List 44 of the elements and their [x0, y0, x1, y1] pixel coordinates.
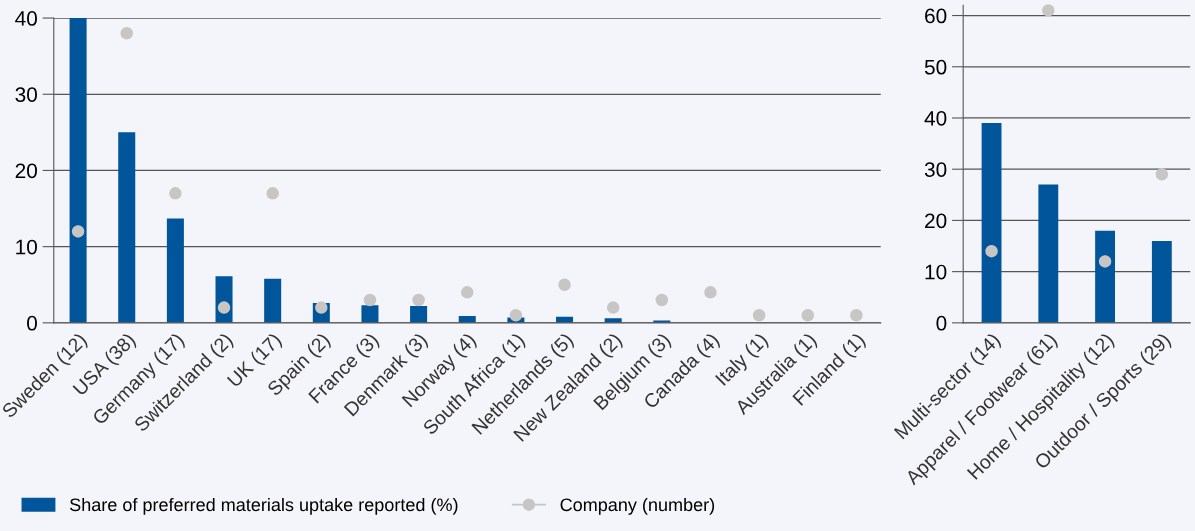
point: [606, 301, 620, 314]
y-tick-label: 50: [924, 59, 947, 75]
point: [266, 187, 279, 200]
y-tick-label: 30: [924, 162, 947, 177]
y-tick-label: 20: [15, 163, 37, 179]
point: [801, 308, 815, 322]
bar: [118, 132, 136, 323]
point: [558, 278, 571, 291]
point: [71, 225, 85, 238]
point: [363, 293, 377, 307]
y-tick-label: 60: [925, 8, 947, 24]
bar: [166, 218, 184, 323]
point: [217, 301, 231, 314]
bar: [361, 305, 379, 323]
point: [704, 286, 717, 299]
point: [120, 27, 133, 40]
point: [509, 308, 523, 322]
point: [169, 187, 182, 200]
y-tick-label: 0: [936, 315, 947, 331]
bar: [410, 306, 428, 323]
y-tick-label: 10: [925, 264, 947, 280]
point: [1098, 255, 1112, 268]
y-tick-label: 30: [15, 87, 37, 103]
legend-label: Share of preferred materials uptake reported (%): [69, 497, 458, 515]
y-tick-label: 10: [16, 239, 37, 255]
point: [752, 308, 766, 322]
y-tick-label: 20: [925, 213, 947, 229]
point: [850, 308, 863, 322]
bar: [1038, 184, 1059, 323]
point: [655, 293, 669, 307]
point: [1155, 168, 1169, 181]
point: [1042, 4, 1055, 17]
bar: [981, 123, 1002, 323]
legend-label: Company (number): [560, 497, 715, 515]
bar: [264, 278, 282, 323]
point: [412, 293, 425, 307]
y-tick-label: 40: [15, 11, 37, 26]
y-tick-label: 40: [924, 110, 947, 126]
bar: [69, 18, 87, 323]
bar: [1151, 240, 1172, 323]
bar: [1095, 230, 1116, 323]
y-tick-label: 0: [27, 315, 37, 331]
point: [985, 244, 998, 258]
point: [460, 286, 474, 299]
